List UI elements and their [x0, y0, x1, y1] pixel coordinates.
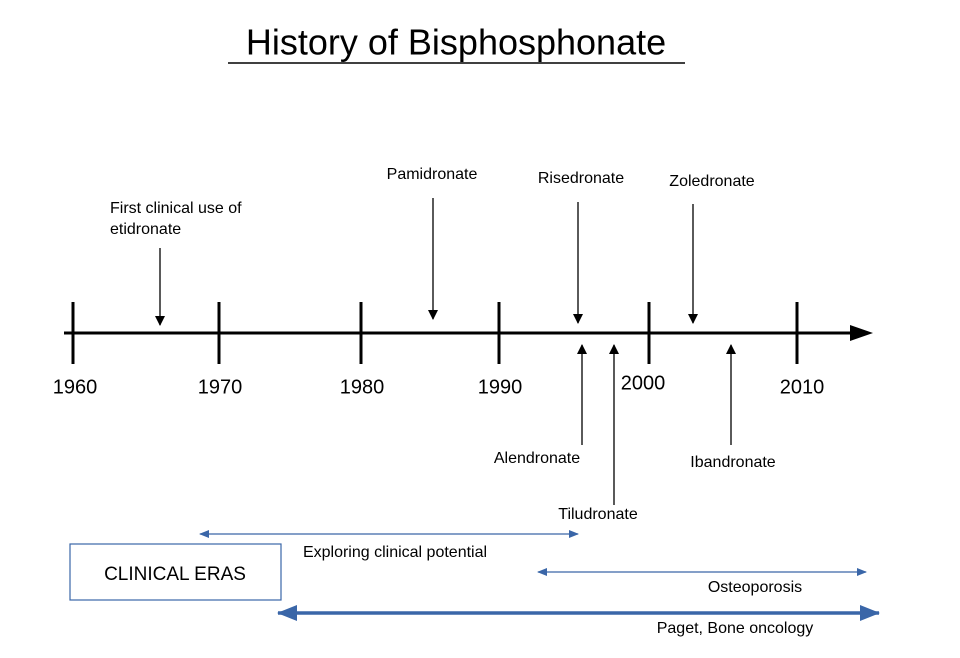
- year-label: 1980: [340, 376, 385, 398]
- event-label: Tiludronate: [558, 506, 638, 523]
- era-label: Osteoporosis: [708, 579, 802, 596]
- title: History of Bisphosphonate: [246, 22, 666, 63]
- event-label: First clinical use of: [110, 200, 242, 217]
- year-label: 2000: [621, 372, 666, 394]
- year-label: 1990: [478, 376, 523, 398]
- year-label: 1970: [198, 376, 243, 398]
- eras-heading: CLINICAL ERAS: [104, 564, 246, 585]
- event-label: Alendronate: [494, 450, 580, 467]
- timeline-arrowhead: [850, 325, 873, 341]
- event-label: Pamidronate: [387, 166, 478, 183]
- year-label: 1960: [53, 376, 98, 398]
- event-label: Ibandronate: [690, 454, 776, 471]
- era-label: Exploring clinical potential: [303, 544, 487, 561]
- eras-box: [69, 543, 282, 601]
- event-label: Zoledronate: [669, 173, 754, 190]
- ticks: [71, 302, 799, 364]
- year-label: 2010: [780, 376, 825, 398]
- era-label: Paget, Bone oncology: [657, 620, 814, 637]
- event-label: etidronate: [110, 221, 181, 238]
- event-label: Risedronate: [538, 170, 624, 187]
